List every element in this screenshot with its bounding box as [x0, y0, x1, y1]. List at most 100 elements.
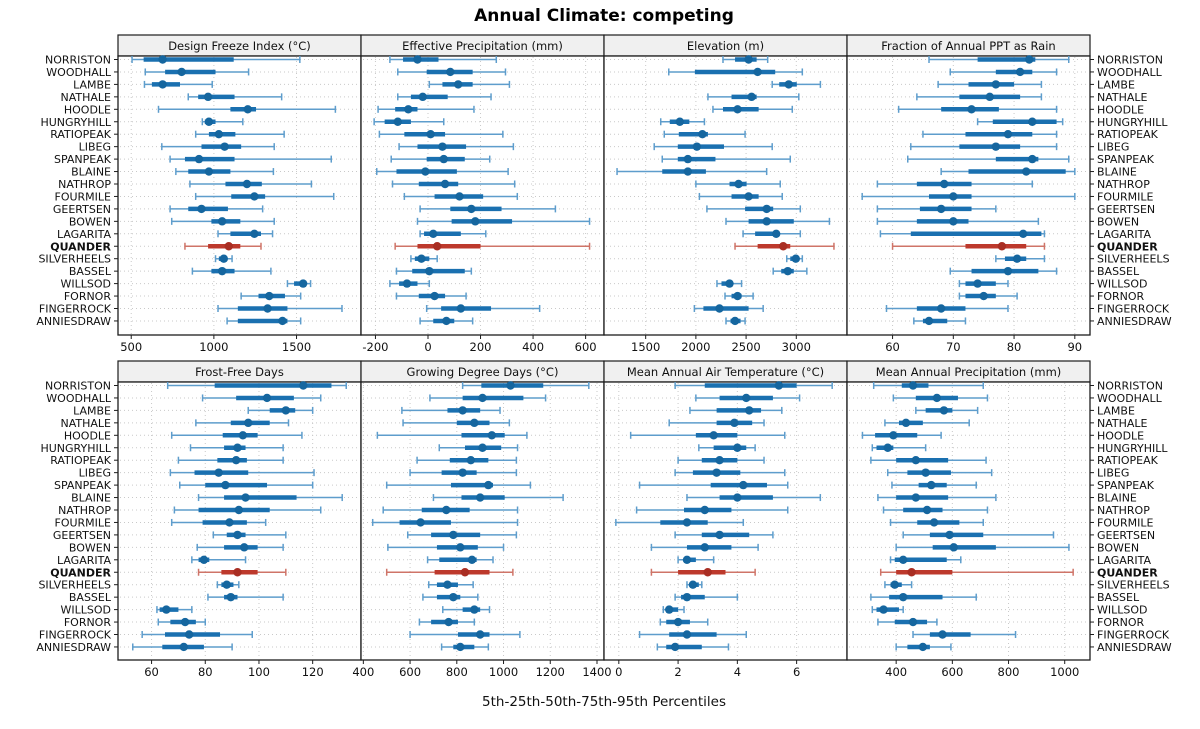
median-dot — [683, 154, 693, 164]
row-mark — [772, 266, 808, 276]
row-mark — [689, 406, 783, 415]
row-mark — [910, 142, 1058, 151]
median-dot — [791, 254, 800, 263]
row-mark — [915, 406, 979, 415]
median-dot — [231, 456, 241, 465]
median-dot — [456, 642, 465, 652]
panel-border — [603, 381, 848, 661]
row-mark — [376, 167, 509, 176]
median-dot — [158, 55, 167, 64]
category-label-left: LAGARITA — [57, 554, 112, 567]
row-mark — [922, 130, 1058, 139]
row-mark — [674, 381, 833, 390]
row-mark — [371, 518, 519, 527]
median-dot — [991, 142, 1001, 151]
row-mark — [635, 505, 789, 515]
row-mark — [166, 381, 347, 390]
category-label-right: BLAINE — [1097, 492, 1137, 505]
median-dot — [158, 80, 167, 89]
category-label-right: LAGARITA — [1097, 554, 1152, 567]
row-mark — [378, 130, 504, 139]
row-mark-highlight — [650, 568, 756, 577]
median-dot — [471, 217, 480, 226]
median-dot — [184, 630, 194, 639]
category-label-right: WILLSOD — [1097, 278, 1148, 291]
row-mark — [995, 254, 1046, 263]
median-dot — [967, 105, 976, 114]
category-label-left: FOURMILE — [55, 190, 112, 203]
row-mark — [187, 92, 283, 102]
median-dot — [449, 530, 458, 540]
axis-tick-label: 400 — [352, 665, 374, 679]
row-mark — [912, 630, 1017, 639]
median-dot — [908, 617, 918, 627]
row-mark — [897, 105, 1058, 114]
axis-tick-label: 2000 — [681, 340, 710, 354]
median-dot — [682, 630, 692, 639]
row-mark — [428, 580, 474, 589]
median-dot — [222, 580, 231, 589]
row-mark — [169, 154, 332, 164]
median-dot — [929, 518, 939, 527]
row-mark — [876, 179, 1034, 189]
row-mark — [879, 229, 1046, 238]
median-dot — [745, 406, 754, 415]
category-label-left: FORNOR — [64, 616, 112, 629]
row-mark — [958, 279, 1009, 288]
row-mark — [207, 592, 284, 602]
row-mark — [662, 605, 685, 614]
median-dot — [243, 105, 252, 114]
row-mark — [216, 580, 240, 589]
row-mark — [916, 92, 1043, 102]
row-mark — [173, 505, 322, 515]
axis-tick-label: -200 — [362, 340, 388, 354]
row-mark — [419, 229, 487, 238]
median-dot — [180, 617, 190, 627]
median-dot — [936, 204, 946, 214]
category-label-left: RATIOPEAK — [50, 454, 112, 467]
row-mark — [385, 480, 532, 490]
row-mark-highlight — [197, 568, 287, 577]
row-mark — [397, 67, 507, 77]
category-label-right: HOODLE — [1097, 103, 1144, 116]
category-label-left: NATHALE — [61, 91, 112, 104]
median-dot — [429, 229, 438, 238]
row-mark — [402, 418, 511, 428]
row-mark — [661, 154, 792, 164]
category-label-left: LAMBE — [73, 78, 111, 91]
row-mark — [409, 630, 521, 639]
category-label-right: SILVERHEELS — [1097, 253, 1170, 266]
row-mark — [169, 468, 315, 477]
median-dot — [238, 431, 248, 440]
row-mark — [871, 605, 904, 614]
category-label-right: LAGARITA — [1097, 228, 1152, 241]
category-label-left: FORNOR — [64, 290, 112, 303]
row-mark — [885, 304, 1009, 313]
median-dot — [467, 204, 476, 214]
median-dot — [449, 592, 458, 602]
median-dot — [898, 555, 908, 564]
median-dot — [417, 254, 426, 263]
category-label-right: FINGERROCK — [1097, 629, 1170, 642]
median-dot — [1003, 130, 1013, 139]
category-label-left: HUNGRYHILL — [40, 116, 111, 129]
panel-strip-title: Design Freeze Index (°C) — [168, 39, 311, 53]
median-dot — [475, 493, 485, 502]
row-mark — [377, 105, 475, 114]
category-label-left: QUANDER — [50, 566, 111, 579]
median-dot — [226, 592, 235, 602]
median-dot — [438, 142, 447, 151]
median-dot — [779, 242, 788, 251]
row-mark — [194, 130, 285, 139]
axis-tick-label: 4 — [734, 665, 741, 679]
row-mark-highlight — [891, 242, 1046, 251]
row-mark — [406, 530, 518, 540]
median-dot — [783, 266, 792, 276]
median-dot — [262, 393, 272, 403]
row-mark — [442, 605, 491, 614]
category-label-right: BASSEL — [1097, 591, 1140, 604]
median-dot — [454, 80, 463, 89]
row-mark — [872, 381, 984, 390]
row-mark — [409, 468, 518, 477]
row-mark — [656, 642, 730, 652]
